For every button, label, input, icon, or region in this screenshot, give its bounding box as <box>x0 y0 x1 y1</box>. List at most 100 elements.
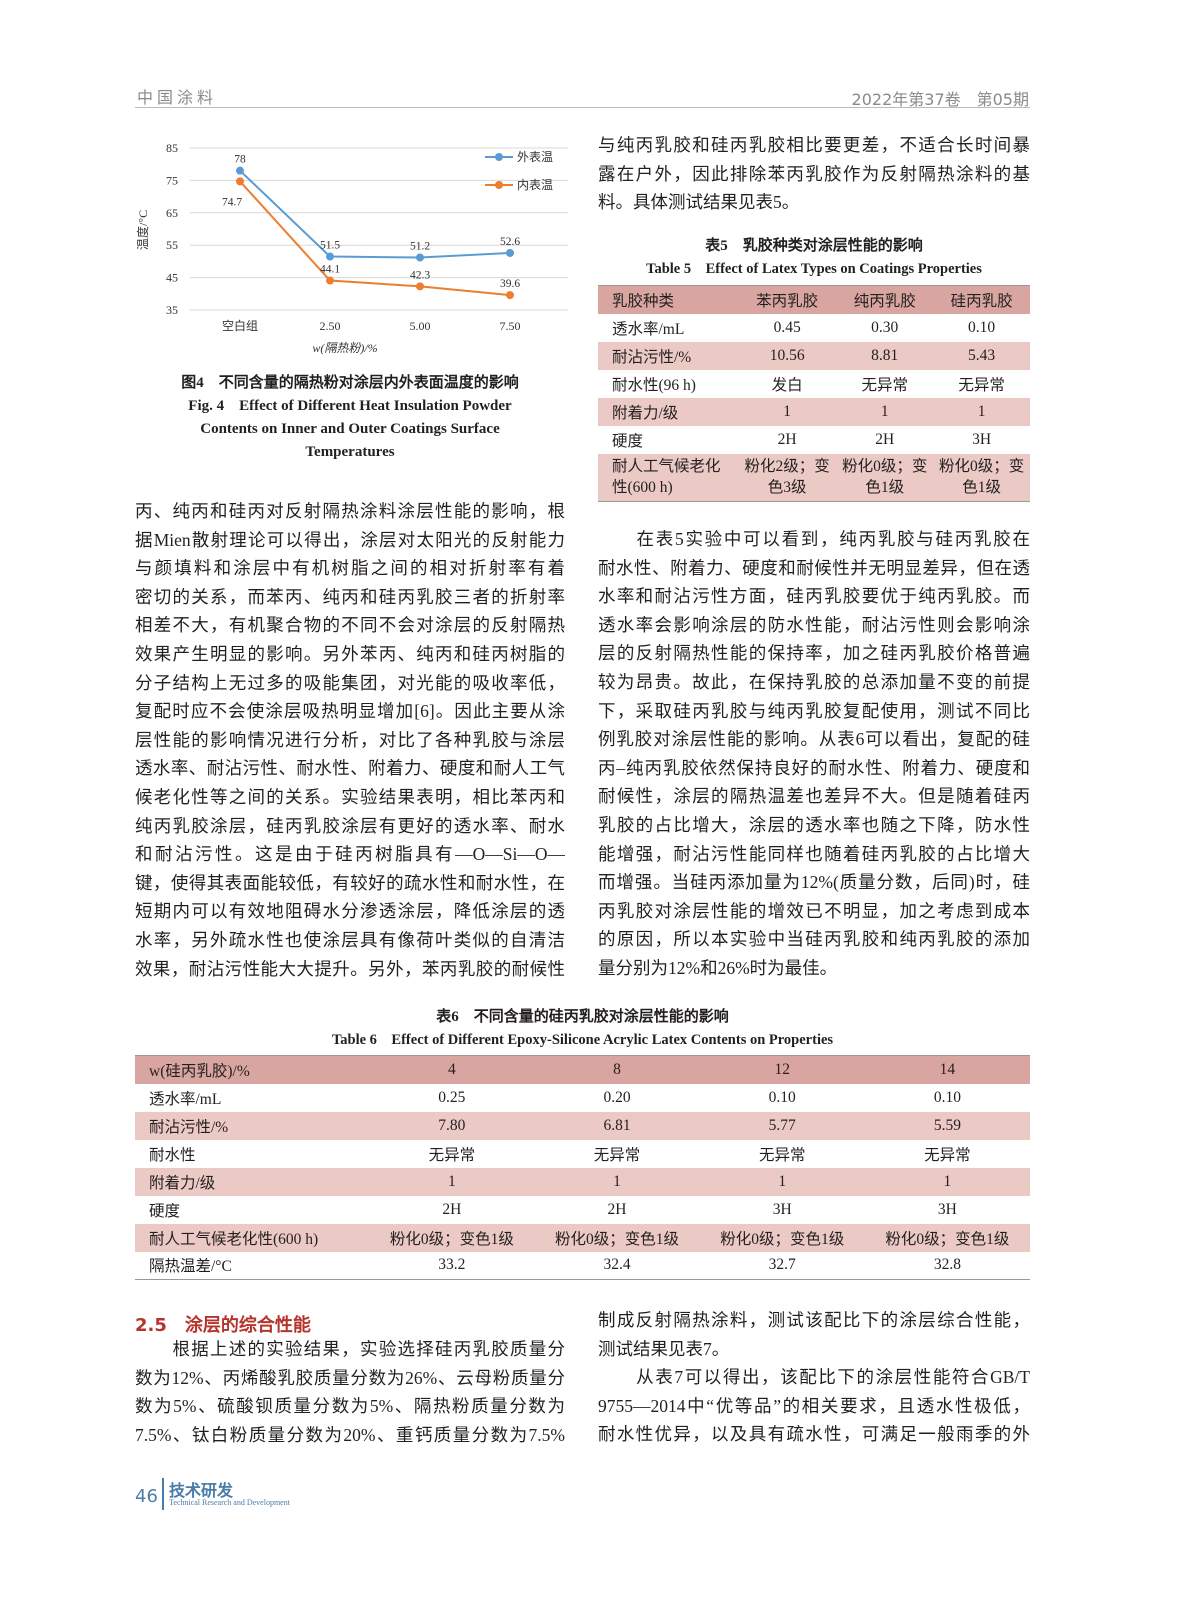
data-point <box>326 276 334 285</box>
table-cell: 发白 <box>771 376 803 394</box>
table-cell: 1 <box>369 1167 535 1196</box>
text-line: 纯丙乳胶涂层，硅丙乳胶涂层有更好的透水率、耐水 <box>135 815 565 836</box>
table-cell: 10.56 <box>738 341 837 370</box>
text-line: 效果，耐沾污性能大大提升。另外，苯丙乳胶的耐候性 <box>135 958 565 979</box>
table-cell: 0.10 <box>768 1088 796 1106</box>
left-paragraph-2: 根据上述的实验结果，实验选择硅丙乳胶质量分 数为12%、丙烯酸乳胶质量分数为26%… <box>135 1335 565 1449</box>
y-tick-label: 75 <box>166 173 178 187</box>
table-cell: 硬度 <box>612 432 644 450</box>
table-cell: 隔热温差/°C <box>149 1258 232 1276</box>
data-label: 51.2 <box>410 241 430 253</box>
table-cell: 透水率/mL <box>149 1090 222 1108</box>
table5-title-en: Table 5 Effect of Latex Types on Coating… <box>646 261 982 277</box>
text-line: 乳胶的占比增大，涂层的透水率也随之下降，防水性 <box>598 814 1030 835</box>
table-cell: 附着力/级 <box>135 1167 370 1196</box>
table-cell: 透水率/mL <box>612 320 685 338</box>
footer-section-cn: 技术研发 <box>169 1481 234 1500</box>
table-cell: 5.43 <box>933 341 1030 370</box>
text-line: 层性能的影响情况进行分析，对比了各种乳胶与涂层 <box>135 729 565 750</box>
table5: 乳胶种类 苯丙乳胶 纯丙乳胶 硅丙乳胶 透水率/mL 0.45 0.30 0.10 耐沾污性/%… <box>598 285 1030 502</box>
table-cell: 1 <box>933 397 1030 426</box>
text-line: 9755—2014中“优等品”的相关要求，且透水性极低， <box>598 1395 1030 1416</box>
y-tick-label: 55 <box>166 238 178 252</box>
table-cell: 8.81 <box>836 341 934 370</box>
table6-title-en: Table 6 Effect of Different Epoxy-Silico… <box>331 1032 834 1048</box>
footer-section-en: Technical Research and Development <box>169 1498 290 1507</box>
text-line: 丙乳胶对涂层性能的增效已不明显，加之考虑到成本 <box>598 900 1030 921</box>
legend-label: 外表温 <box>517 150 553 164</box>
table-cell: 1 <box>534 1167 700 1196</box>
data-label: 39.6 <box>500 278 520 290</box>
table-cell: 耐沾污性/% <box>598 341 738 370</box>
text-line: 7.5%、钛白粉质量分数为20%、重钙质量分数为7.5% <box>135 1424 565 1445</box>
table6: w(硅丙乳胶)/% 4 8 12 14 透水率/mL 0.25 0.20 0.10 0.10 耐沾污… <box>135 1055 1030 1280</box>
table-cell: 耐水性 <box>149 1146 196 1164</box>
data-label: 44.1 <box>320 264 340 276</box>
table-cell: 0.45 <box>773 318 801 336</box>
text-line: 量分别为12%和26%时为最佳。 <box>598 957 838 978</box>
text-line: 在表5实验中可以看到，纯丙乳胶与硅丙乳胶在 <box>598 529 1030 549</box>
text-line: 料。具体测试结果见表5。 <box>598 192 800 213</box>
table-cell: 无异常 <box>958 376 1005 394</box>
table-row: 耐人工气候老化性(600 h) 粉化0级；变色1级 粉化0级；变色1级 粉化0级；变色… <box>135 1223 1030 1252</box>
text-line: 透水率、耐沾污性、耐水性、附着力、硬度和耐人工气 <box>135 758 565 779</box>
x-tick-label: 空白组 <box>222 318 258 333</box>
data-point <box>326 252 334 261</box>
text-line: 水率，另外疏水性也使涂层具有像荷叶类似的自清洁 <box>135 929 565 950</box>
table-cell: 7.80 <box>369 1111 535 1140</box>
table-cell: 5.77 <box>699 1111 865 1140</box>
table-cell: 粉化0级；变色1级 <box>836 453 934 502</box>
text-line: 数为5%、硫酸钡质量分数为5%、隔热粉质量分数为 <box>135 1396 565 1417</box>
header-cell: 硅丙乳胶 <box>933 285 1030 314</box>
table-cell: 32.4 <box>603 1256 631 1274</box>
table-cell: 2H <box>607 1200 627 1218</box>
table-cell: 耐沾污性/% <box>135 1111 370 1140</box>
table-cell: 32.8 <box>933 1256 961 1274</box>
data-label: 42.3 <box>410 269 430 281</box>
section-heading: 2.5 涂层的综合性能 <box>135 1315 311 1336</box>
text-line: 层的反射隔热性能的保持率，加之硅丙乳胶价格普遍 <box>598 643 1030 664</box>
text-line: 和耐沾污性。这是由于硅丙树脂具有—O—Si—O— <box>135 844 565 865</box>
table-cell: 3H <box>772 1200 792 1218</box>
text-line: 测试结果见表7。 <box>598 1338 730 1359</box>
x-tick-label: 5.00 <box>410 319 431 333</box>
table-cell: 粉化0级；变色1级 <box>534 1223 700 1252</box>
text-line: 键，使得其表面能较低，有较好的疏水性和耐水性，在 <box>135 872 565 893</box>
table-cell: 2H <box>777 430 797 448</box>
table-row: 硬度 2H 2H 3H <box>598 426 1030 454</box>
text-line: 较为昂贵。故此，在保持乳胶的总添加量不变的前提 <box>598 671 1030 692</box>
table-cell: 0.30 <box>871 318 899 336</box>
table-cell: 粉化0级；变色1级 <box>864 1223 1030 1252</box>
series-line <box>239 180 511 297</box>
text-line: 透水率会影响涂层的防水性能，耐沾污性则会影响涂 <box>598 614 1030 635</box>
table-row: 附着力/级 1 1 1 1 <box>135 1167 1030 1196</box>
table-cell: 0.10 <box>968 318 996 336</box>
table-cell: 耐人工气候老化性(600 h) <box>598 453 738 502</box>
table5-title-cn: 表5 乳胶种类对涂层性能的影响 <box>705 238 923 254</box>
table-header-row: w(硅丙乳胶)/% 4 8 12 14 <box>135 1055 1030 1084</box>
table-row: 耐沾污性/% 7.80 6.81 5.77 5.59 <box>135 1111 1030 1140</box>
table-cell: 粉化0级；变色1级 <box>369 1223 535 1252</box>
text-line: 能增强，耐沾污性能同样也随着硅丙乳胶的占比增大 <box>598 843 1030 864</box>
header-cell: 苯丙乳胶 <box>738 285 837 314</box>
table-cell: 0.10 <box>933 1088 961 1106</box>
table-cell: 2H <box>875 430 895 448</box>
table-cell: 无异常 <box>593 1146 641 1164</box>
text-line: 耐水性、附着力、硬度和耐候性并无明显差异，但在透 <box>598 557 1030 578</box>
table-row: 附着力/级 1 1 1 <box>598 397 1030 426</box>
data-label: 74.7 <box>222 196 242 208</box>
footer-divider <box>162 1478 164 1510</box>
table-cell: 附着力/级 <box>598 397 738 426</box>
table-cell: 3H <box>972 430 992 448</box>
text-line: 与纯丙乳胶和硅丙乳胶相比要更差，不适合长时间暴 <box>598 135 1030 155</box>
data-point <box>236 177 244 186</box>
y-tick-label: 35 <box>166 303 178 317</box>
header-rule <box>135 107 1030 108</box>
text-line: 相差不大，有机聚合物的不同不会对涂层的反射隔热 <box>135 615 565 636</box>
data-label: 51.5 <box>320 240 340 252</box>
table-cell: 耐人工气候老化性(600 h) <box>135 1223 370 1252</box>
header-cell: 4 <box>369 1055 535 1084</box>
table-cell: 耐水性(96 h) <box>612 376 696 394</box>
table-cell: 1 <box>738 397 837 426</box>
figure4-chart: 35 45 55 65 75 85 空白组 2.50 5.00 7.50 w(隔热粉)/% 温度/°C… <box>135 141 568 355</box>
